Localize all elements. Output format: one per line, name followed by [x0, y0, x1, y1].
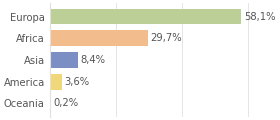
Bar — [50, 30, 148, 46]
Text: 3,6%: 3,6% — [65, 77, 90, 87]
Text: 8,4%: 8,4% — [81, 55, 106, 65]
Text: 29,7%: 29,7% — [151, 33, 182, 43]
Text: 0,2%: 0,2% — [53, 99, 79, 108]
Bar — [50, 96, 51, 111]
Bar — [50, 74, 62, 90]
Bar — [50, 9, 241, 24]
Bar — [50, 52, 78, 68]
Text: 58,1%: 58,1% — [244, 12, 276, 21]
